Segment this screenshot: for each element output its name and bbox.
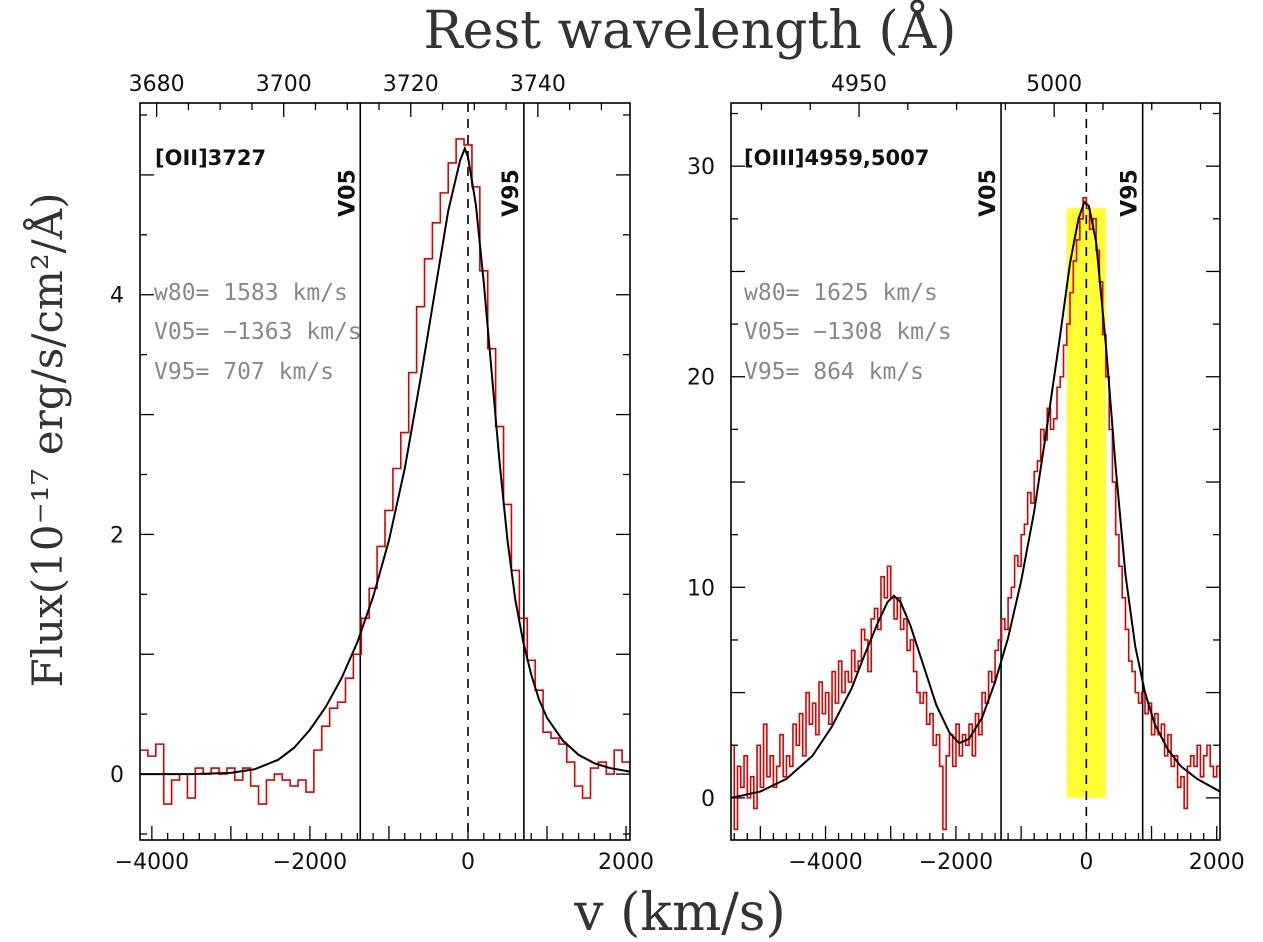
x-tick-label: 2000 bbox=[1189, 850, 1245, 875]
stat-w80: w80= 1583 km/s bbox=[154, 280, 348, 306]
top-tick-label: 3720 bbox=[383, 72, 439, 97]
marker-label-v95: V95 bbox=[499, 169, 524, 217]
top-tick-label: 3680 bbox=[129, 72, 185, 97]
top-axis-title: Rest wavelength (Å) bbox=[424, 0, 957, 61]
stat-v05: V05= −1363 km/s bbox=[154, 319, 362, 345]
panel-label: [OII]3727 bbox=[155, 146, 266, 170]
y-tick-label: 4 bbox=[110, 284, 124, 309]
panel-oiii: [OIII]4959,5007 w80= 1625 km/s V05= −130… bbox=[687, 72, 1245, 875]
top-tick-label: 5000 bbox=[1026, 72, 1082, 97]
y-tick-label: 0 bbox=[701, 787, 715, 812]
marker-label-v95: V95 bbox=[1118, 169, 1143, 217]
x-tick-label: −4000 bbox=[115, 850, 189, 875]
bottom-axis-title: v (km/s) bbox=[573, 883, 786, 942]
plot-frame bbox=[730, 102, 1221, 841]
plot-area bbox=[731, 103, 1220, 840]
top-tick-label: 4950 bbox=[831, 72, 887, 97]
x-tick-label: 2000 bbox=[598, 850, 654, 875]
plot-area bbox=[140, 103, 630, 840]
plot-frame bbox=[139, 102, 631, 841]
top-tick-label: 3700 bbox=[256, 72, 312, 97]
x-tick-label: −2000 bbox=[919, 850, 993, 875]
y-tick-label: 10 bbox=[687, 576, 715, 601]
marker-label-v05: V05 bbox=[976, 169, 1001, 217]
panel-label: [OIII]4959,5007 bbox=[744, 146, 929, 170]
y-tick-label: 2 bbox=[110, 523, 124, 548]
x-tick-label: −4000 bbox=[788, 850, 862, 875]
marker-label-v05: V05 bbox=[335, 169, 360, 217]
fit-curve bbox=[731, 200, 1220, 799]
top-tick-label: 3740 bbox=[510, 72, 566, 97]
spectrum-data bbox=[731, 196, 1220, 831]
x-tick-label: −2000 bbox=[273, 850, 347, 875]
left-axis-title: Flux(10⁻¹⁷ erg/s/cm²/Å) bbox=[22, 192, 72, 687]
y-tick-label: 0 bbox=[110, 763, 124, 788]
stat-v95: V95= 707 km/s bbox=[154, 359, 334, 385]
y-tick-label: 30 bbox=[687, 155, 715, 180]
x-tick-label: 0 bbox=[461, 850, 475, 875]
stat-v05: V05= −1308 km/s bbox=[744, 319, 952, 345]
spectrum-data bbox=[140, 138, 630, 805]
stat-w80: w80= 1625 km/s bbox=[744, 280, 938, 306]
panel-oii: [OII]3727 w80= 1583 km/s V05= −1363 km/s… bbox=[110, 72, 654, 875]
x-tick-label: 0 bbox=[1079, 850, 1093, 875]
y-tick-label: 20 bbox=[687, 366, 715, 391]
fit-curve bbox=[140, 145, 630, 776]
stat-v95: V95= 864 km/s bbox=[744, 359, 924, 385]
